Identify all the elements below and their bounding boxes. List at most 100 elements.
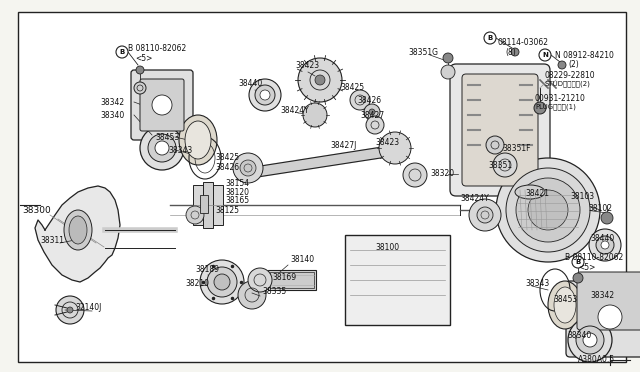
Text: 38102: 38102 [588,203,612,212]
Text: 00931-21210: 00931-21210 [535,93,586,103]
Circle shape [506,168,590,252]
Text: 38103: 38103 [570,192,594,201]
Ellipse shape [548,281,582,329]
Circle shape [568,318,612,362]
Text: B 08110-82062: B 08110-82062 [128,44,186,52]
Circle shape [249,79,281,111]
Circle shape [366,116,384,134]
FancyBboxPatch shape [566,281,640,357]
Circle shape [67,307,73,313]
FancyBboxPatch shape [462,74,538,186]
Circle shape [598,305,622,329]
Circle shape [516,178,580,242]
Text: 38340: 38340 [567,330,591,340]
Text: 38165: 38165 [225,196,249,205]
Circle shape [152,95,172,115]
Text: 38351: 38351 [488,160,512,170]
Circle shape [186,206,204,224]
Ellipse shape [554,287,576,323]
Bar [203,182,213,228]
Circle shape [240,160,256,176]
Bar [268,270,316,290]
Text: 38340: 38340 [100,110,124,119]
Circle shape [572,256,584,268]
Circle shape [214,274,230,290]
Circle shape [350,90,370,110]
Text: 38189: 38189 [195,266,219,275]
Text: N 08912-84210: N 08912-84210 [555,51,614,60]
Text: 38311: 38311 [40,235,64,244]
Polygon shape [35,186,120,282]
Text: 38423: 38423 [375,138,399,147]
Circle shape [116,46,128,58]
Text: N: N [542,52,548,58]
Bar [200,195,208,213]
Ellipse shape [179,115,217,165]
Text: 38140: 38140 [290,256,314,264]
Text: 38154: 38154 [225,179,249,187]
FancyBboxPatch shape [577,272,640,330]
Text: 38300: 38300 [22,205,51,215]
Text: B: B [575,259,580,265]
Text: 38440: 38440 [238,78,262,87]
Text: 38351G: 38351G [408,48,438,57]
Bar [213,185,223,225]
Circle shape [155,141,169,155]
Text: 38426: 38426 [215,163,239,171]
Polygon shape [235,145,400,180]
Text: 38120: 38120 [225,187,249,196]
Circle shape [596,236,614,254]
Circle shape [248,268,272,292]
Circle shape [443,53,453,63]
Text: 08114-03062: 08114-03062 [498,38,549,46]
Text: 38343: 38343 [168,145,192,154]
Text: 38425: 38425 [340,83,364,92]
Text: PLUGプラグ(1): PLUGプラグ(1) [535,104,576,110]
Text: 32140J: 32140J [75,304,101,312]
Text: B: B [488,35,493,41]
Ellipse shape [64,210,92,250]
Circle shape [539,49,551,61]
Bar [193,185,203,225]
FancyBboxPatch shape [450,64,550,196]
Text: 38210: 38210 [185,279,209,289]
Text: 38351F: 38351F [502,144,531,153]
Circle shape [379,132,411,164]
Text: 38421: 38421 [525,189,549,198]
Circle shape [601,241,609,249]
Text: 38342: 38342 [590,292,614,301]
Text: 38424Y: 38424Y [280,106,308,115]
Circle shape [511,48,519,56]
Text: <5>: <5> [135,54,152,62]
Circle shape [534,102,546,114]
Text: STUDスタッド(2): STUDスタッド(2) [545,81,591,87]
Circle shape [441,65,455,79]
Circle shape [56,296,84,324]
Circle shape [369,109,375,115]
Text: 38426: 38426 [357,96,381,105]
Circle shape [136,66,144,74]
Text: 38440: 38440 [590,234,614,243]
Text: <5>: <5> [578,263,595,273]
Text: 38424Y: 38424Y [460,193,489,202]
Circle shape [589,229,621,261]
Text: 08229-22810: 08229-22810 [545,71,596,80]
Text: B: B [120,49,125,55]
Text: 38335: 38335 [262,288,286,296]
Circle shape [200,260,244,304]
Ellipse shape [515,185,545,199]
Circle shape [558,61,566,69]
Text: 38453: 38453 [155,132,179,141]
Ellipse shape [69,216,87,244]
Circle shape [528,190,568,230]
Circle shape [469,199,501,231]
Circle shape [140,126,184,170]
Bar [270,272,314,288]
Circle shape [583,333,597,347]
Text: 38320: 38320 [430,169,454,177]
Circle shape [255,85,275,105]
FancyBboxPatch shape [140,79,184,131]
Text: 38427: 38427 [360,110,384,119]
Text: 38425: 38425 [215,153,239,161]
Circle shape [298,58,342,102]
